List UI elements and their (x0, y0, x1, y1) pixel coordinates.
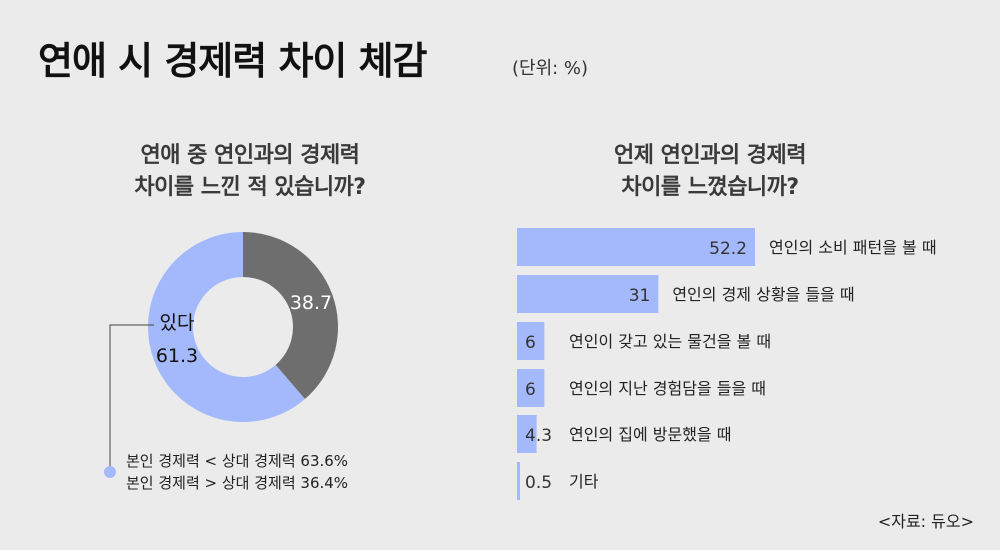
bar-category-label: 연인의 지난 경험담을 들을 때 (569, 379, 766, 398)
source-label: <자료: 듀오> (877, 512, 974, 531)
bar-category-label: 기타 (569, 472, 599, 491)
left-question-line-2: 차이를 느낀 적 있습니까? (134, 175, 366, 200)
donut-callout-label: 있다 (160, 312, 195, 334)
bar-category-label: 연인이 갖고 있는 물건을 볼 때 (569, 332, 771, 351)
unit-label: (단위: %) (512, 58, 589, 79)
bar-value-label: 6 (525, 380, 536, 400)
right-question: 언제 연인과의 경제력 차이를 느꼈습니까? (530, 140, 890, 204)
bar-value-label: 6 (525, 333, 536, 353)
note-line-2: 본인 경제력 > 상대 경제력 36.4% (126, 474, 349, 492)
bar-value-label: 0.5 (525, 473, 552, 493)
bar (517, 228, 755, 266)
bar (517, 275, 659, 313)
bar-category-label: 연인의 집에 방문했을 때 (569, 425, 731, 444)
left-question-line-1: 연애 중 연인과의 경제력 (140, 143, 360, 168)
callout-dot (104, 466, 116, 478)
donut-slice (243, 232, 338, 400)
donut-slice (147, 232, 305, 422)
right-question-line-1: 언제 연인과의 경제력 (614, 143, 806, 168)
bar (517, 462, 520, 500)
donut-callout-value: 61.3 (156, 345, 198, 367)
left-question: 연애 중 연인과의 경제력 차이를 느낀 적 있습니까? (60, 140, 440, 204)
donut-slice-label: 38.7 (290, 292, 332, 314)
bar-value-label: 4.3 (525, 426, 552, 446)
note-line-1: 본인 경제력 < 상대 경제력 63.6% (126, 452, 349, 470)
bar-value-label: 31 (629, 286, 651, 306)
bar-category-label: 연인의 소비 패턴을 볼 때 (769, 238, 937, 257)
bar (517, 415, 537, 453)
bar (517, 369, 545, 407)
right-question-line-2: 차이를 느꼈습니까? (621, 175, 799, 200)
page-title: 연애 시 경제력 차이 체감 (38, 39, 428, 83)
callout-line (109, 324, 154, 472)
bar-value-label: 52.2 (709, 239, 747, 259)
bar (517, 322, 545, 360)
bar-category-label: 연인의 경제 상황을 들을 때 (672, 285, 854, 304)
